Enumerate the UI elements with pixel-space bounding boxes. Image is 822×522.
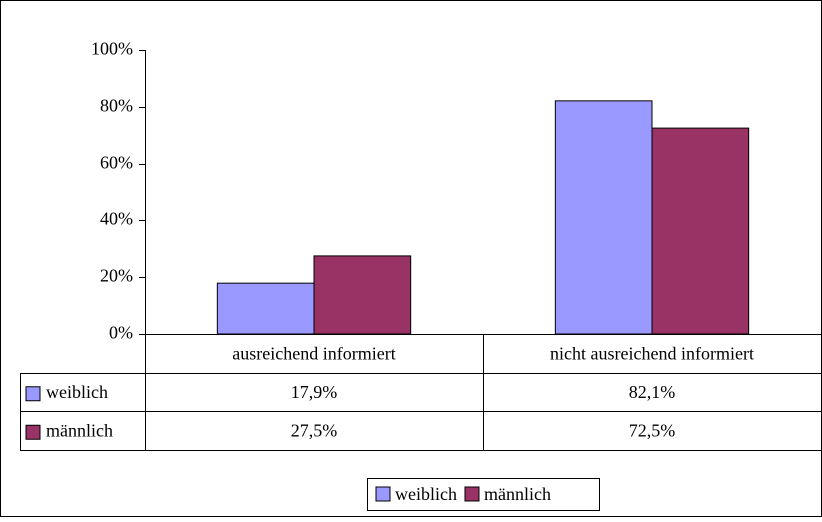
bar [554, 100, 653, 335]
legend-box [367, 478, 600, 511]
legend-key [464, 486, 480, 502]
table-legend-key [25, 424, 41, 440]
bar [216, 282, 315, 335]
table-cell: 27,5% [291, 420, 338, 440]
y-tick-label: 100% [91, 39, 133, 59]
y-tick-label: 60% [100, 153, 133, 173]
y-tick-label: 40% [100, 209, 133, 229]
table-row-label: weiblich [46, 382, 108, 402]
table-cell: 17,9% [291, 382, 338, 402]
x-tick-label: nicht ausreichend informiert [550, 343, 754, 363]
y-tick-label: 0% [109, 323, 133, 343]
bar [313, 255, 412, 335]
y-tick-label: 20% [100, 266, 133, 286]
legend-label: männlich [484, 484, 551, 504]
table-legend-key [25, 386, 41, 402]
legend-label: weiblich [395, 484, 457, 504]
table-cell: 72,5% [629, 420, 676, 440]
legend-key [375, 486, 391, 502]
table-cell: 82,1% [629, 382, 676, 402]
table-row-label: männlich [46, 420, 113, 440]
y-tick-label: 80% [100, 96, 133, 116]
bar [651, 127, 750, 335]
x-tick-label: ausreichend informiert [232, 343, 395, 363]
